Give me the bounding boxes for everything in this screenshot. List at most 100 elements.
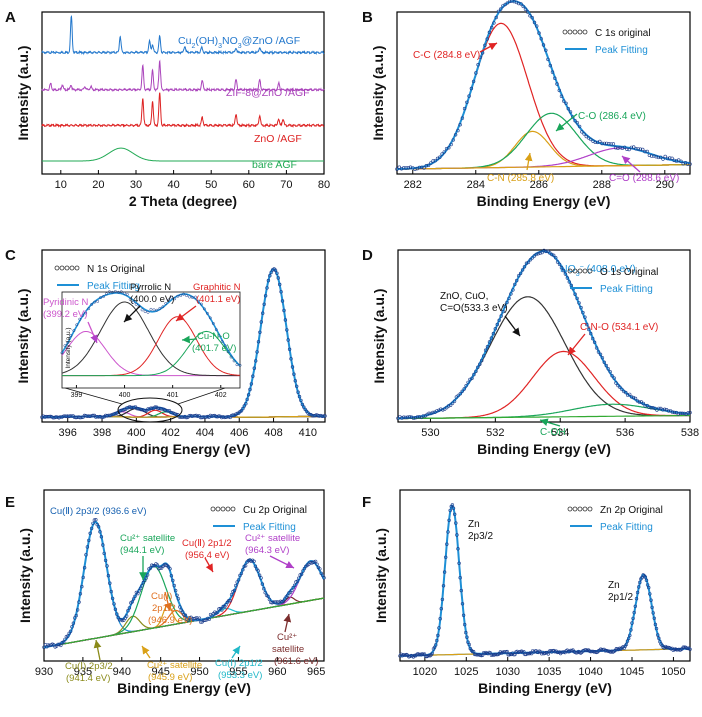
data-point	[70, 625, 74, 629]
peak-label: (956.4 eV)	[185, 550, 229, 561]
panel-label: F	[362, 494, 371, 511]
data-point	[472, 372, 476, 377]
data-point	[573, 119, 577, 123]
data-point	[608, 370, 612, 374]
peak-label: Cu²⁺ satellite	[245, 533, 300, 544]
data-point	[583, 648, 587, 652]
panel-label: E	[5, 494, 15, 511]
data-point	[632, 610, 636, 615]
data-point	[663, 154, 667, 159]
data-point	[598, 139, 602, 144]
data-point	[318, 567, 322, 571]
data-point	[446, 404, 451, 408]
peak-label: (401.7 eV)	[192, 343, 236, 354]
data-point	[594, 346, 599, 350]
data-point	[266, 278, 271, 283]
data-point	[537, 31, 541, 35]
annotation-arrow	[164, 591, 172, 612]
inset-data-point	[235, 363, 239, 367]
data-point	[629, 145, 634, 150]
inset-data-point	[140, 308, 144, 312]
background-line	[397, 164, 691, 170]
data-point	[464, 384, 468, 388]
label-part: 3	[576, 271, 580, 278]
data-point	[299, 572, 304, 576]
data-point	[460, 389, 464, 393]
y-axis-label: Intensity (a.u.)	[15, 289, 31, 384]
data-point	[453, 512, 457, 516]
data-point	[459, 588, 463, 593]
series-line	[41, 15, 325, 56]
legend-original-label: O 1s Original	[600, 267, 658, 278]
legend-fit-label: Peak Fitting	[600, 522, 653, 533]
y-axis-label: Intensity (a.u.)	[17, 528, 33, 623]
data-point	[259, 576, 263, 580]
data-point	[611, 142, 616, 146]
data-point	[402, 166, 406, 170]
data-point	[448, 508, 452, 513]
inset-data-point	[205, 311, 209, 315]
data-point	[631, 145, 636, 149]
data-point	[682, 411, 686, 416]
data-point	[686, 411, 690, 415]
inset-data-point	[197, 299, 200, 303]
data-point	[413, 167, 417, 172]
data-point	[297, 576, 301, 580]
data-point	[296, 390, 300, 394]
legend-original-marker	[582, 506, 588, 512]
inset-data-point	[161, 305, 165, 309]
peak-label: (941.4 eV)	[66, 673, 110, 684]
data-point	[606, 367, 610, 371]
data-point	[451, 506, 456, 510]
data-point	[511, 288, 515, 292]
data-point	[261, 311, 265, 315]
data-point	[66, 634, 70, 638]
data-point	[81, 575, 85, 580]
data-point	[301, 569, 305, 573]
series-label: bare AGF	[252, 159, 297, 171]
data-point	[176, 597, 181, 601]
inset-data-point	[217, 334, 221, 338]
plot-frame	[41, 249, 326, 423]
data-point	[555, 650, 559, 655]
data-point	[447, 146, 451, 150]
legend: N 1s Original Peak Fitting	[54, 264, 145, 292]
data-point	[244, 402, 248, 406]
data-point	[242, 404, 247, 408]
data-point	[522, 649, 526, 654]
series-line	[41, 92, 325, 129]
data-point	[431, 159, 435, 163]
data-point	[519, 2, 523, 6]
data-point	[307, 412, 312, 417]
data-point	[280, 299, 285, 303]
x-tick-label: 404	[196, 427, 214, 439]
data-point	[569, 283, 573, 288]
peak-label: Cu(Ⅰ) 2p3/2	[65, 661, 113, 672]
data-point	[187, 615, 192, 620]
data-point	[497, 318, 501, 322]
data-point	[575, 296, 579, 301]
x-tick-label: 286	[530, 179, 548, 191]
data-point	[637, 400, 642, 404]
data-point	[593, 140, 597, 145]
data-point	[463, 622, 467, 627]
legend-fit-label: Peak Fitting	[87, 281, 140, 292]
data-point	[557, 262, 562, 267]
data-point	[101, 543, 105, 547]
data-point	[61, 640, 66, 644]
data-point	[239, 571, 244, 576]
data-point	[458, 392, 462, 396]
data-point	[688, 647, 692, 651]
series-label: Cu2(OH)3NO3@ZnO /AGF	[178, 35, 300, 50]
peak-label: Zn	[468, 519, 480, 530]
data-point	[610, 374, 614, 378]
data-point	[243, 563, 248, 568]
data-point	[207, 617, 211, 621]
data-point	[48, 414, 53, 419]
inset-data-point	[223, 344, 227, 348]
data-point	[546, 249, 550, 254]
inset-data-point	[110, 290, 114, 294]
data-point	[445, 542, 449, 546]
x-tick-label: 955	[229, 666, 247, 678]
